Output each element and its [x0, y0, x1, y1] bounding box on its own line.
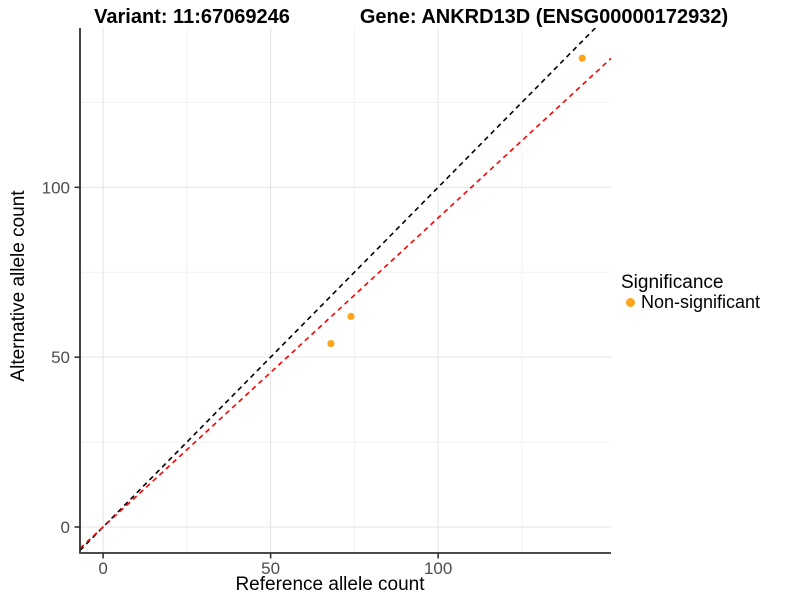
- x-axis-title: Reference allele count: [235, 574, 425, 595]
- legend-title: Significance: [621, 272, 723, 293]
- legend: Significance Non-significant: [621, 272, 760, 312]
- gene-title: Gene: ANKRD13D (ENSG00000172932): [360, 6, 728, 28]
- ratio-line: [80, 57, 611, 549]
- legend-key-dot-icon: [626, 298, 635, 307]
- variant-title: Variant: 11:67069246: [94, 6, 290, 28]
- x-axis-tick-label: 100: [424, 559, 452, 578]
- data-point-layer: [327, 54, 586, 348]
- grid-layer: [80, 28, 611, 553]
- x-axis-tick-label: 50: [261, 559, 280, 578]
- y-axis-tick-label: 100: [42, 178, 70, 197]
- y-axis-tick-label: 50: [51, 348, 70, 367]
- reference-line-layer: [80, 28, 611, 552]
- data-point: [327, 339, 335, 348]
- data-point: [347, 312, 355, 321]
- x-axis-tick-label: 0: [98, 559, 107, 578]
- axis-lines: [79, 28, 611, 554]
- identity-line: [80, 28, 597, 552]
- data-point: [578, 54, 586, 62]
- axis-layer: 0 50 100 0 50 100: [42, 28, 611, 578]
- legend-entry-label: Non-significant: [641, 292, 760, 312]
- y-axis-tick-label: 0: [61, 518, 70, 537]
- y-axis-title: Alternative allele count: [8, 190, 29, 382]
